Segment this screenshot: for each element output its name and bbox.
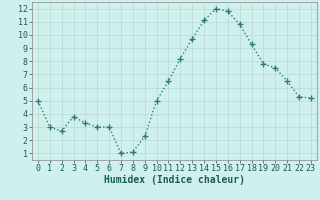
X-axis label: Humidex (Indice chaleur): Humidex (Indice chaleur) bbox=[104, 175, 245, 185]
